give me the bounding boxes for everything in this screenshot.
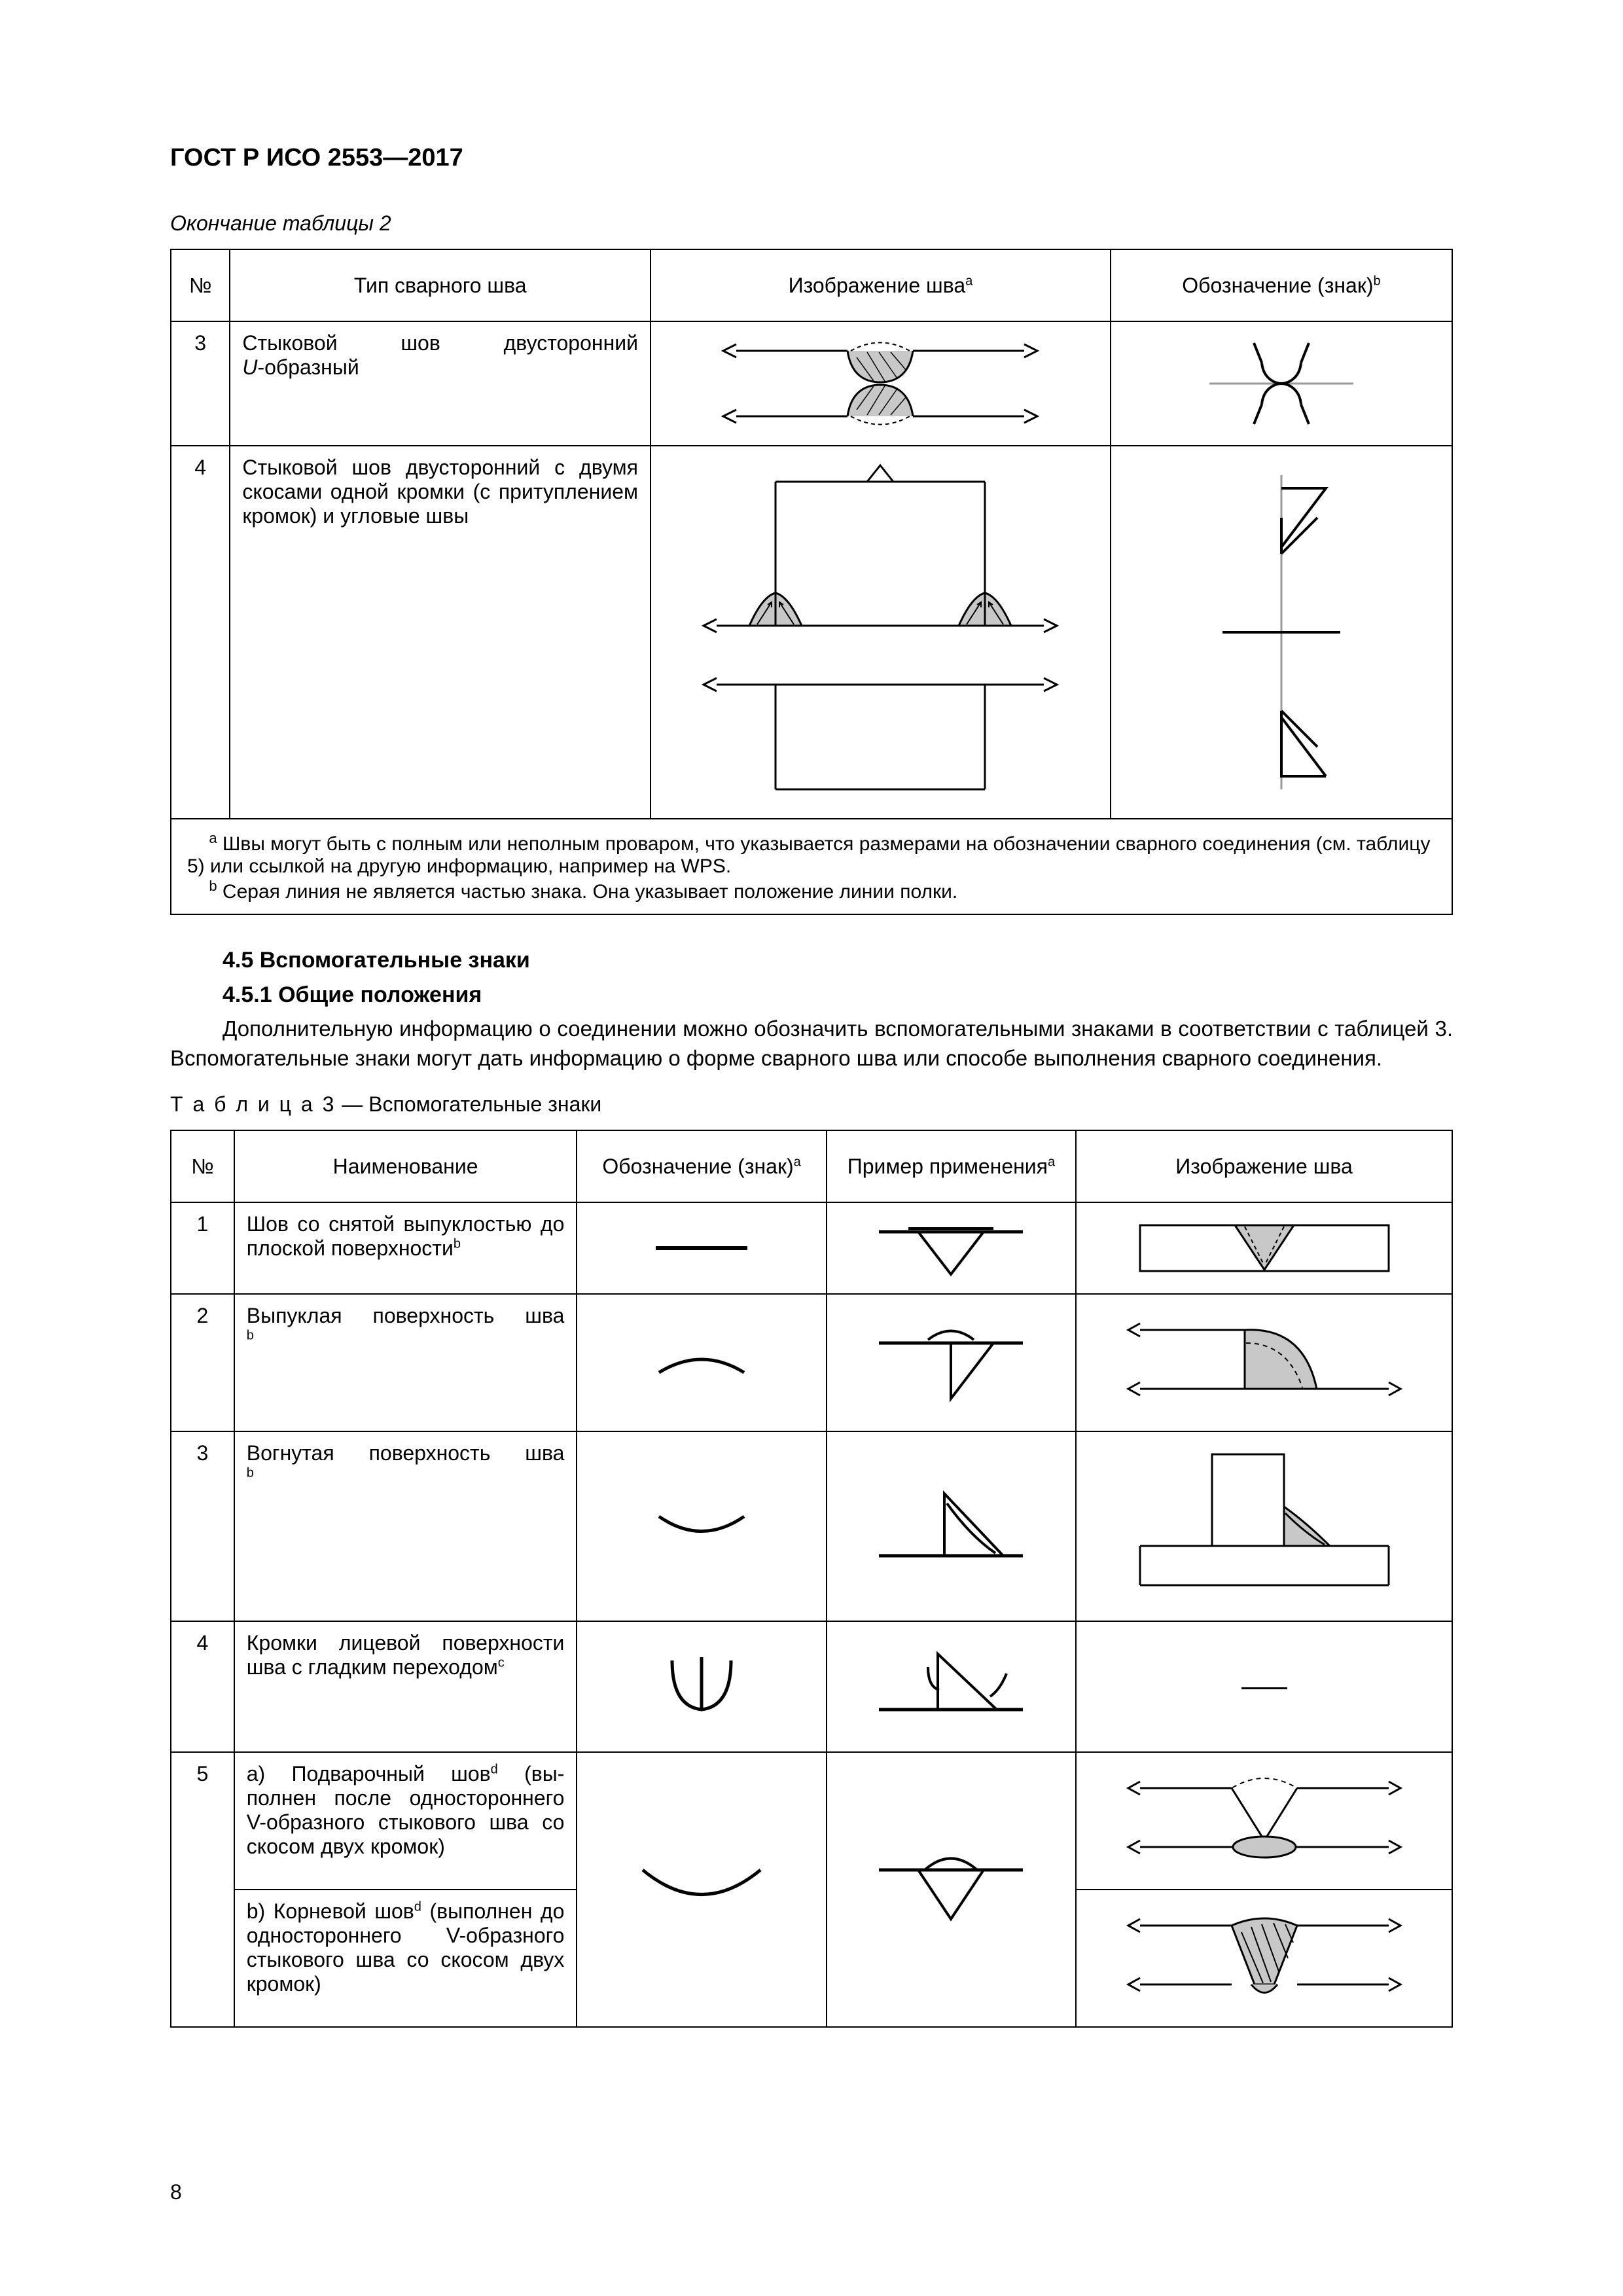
table-row: № Наименование Обозначение (знак)a Приме… — [171, 1130, 1452, 1202]
supp-illustration — [1076, 1294, 1452, 1431]
weld-type-desc: Стыковой шов двусторонний с двумя скосам… — [230, 446, 651, 819]
supp-symbol — [577, 1202, 826, 1294]
col-type-header: Тип сварного шва — [230, 249, 651, 321]
supp-name: Выпуклая поверхность шваb — [234, 1294, 577, 1431]
col-illustration-header: Изображение шваa — [651, 249, 1111, 321]
table-3: № Наименование Обозначение (знак)a Приме… — [170, 1130, 1453, 2028]
table-row: 5 a) Подварочный шовd (вы­полнен после о… — [171, 1752, 1452, 1890]
double-bevel-fillet-illustration-svg — [684, 456, 1077, 809]
row-num: 3 — [171, 321, 230, 446]
concave-illust-svg — [1120, 1441, 1408, 1611]
table-footnotes: a Швы могут быть с полным или неполным п… — [171, 819, 1452, 914]
backing-run-illust-a-svg — [1120, 1762, 1408, 1880]
double-bevel-fillet-symbol-svg — [1183, 456, 1380, 809]
supp-name: Кромки лицевой поверх­ности шва с гладки… — [234, 1621, 577, 1752]
col-name-header: Наименование — [234, 1130, 577, 1202]
col-example-header: Пример примененияa — [827, 1130, 1076, 1202]
weld-illustration — [651, 446, 1111, 819]
row-num: 2 — [171, 1294, 234, 1431]
supp-symbol — [577, 1621, 826, 1752]
table-row: № Тип сварного шва Изображение шваa Обоз… — [171, 249, 1452, 321]
col-illustration-header: Изображение шва — [1076, 1130, 1452, 1202]
toes-blended-symbol-svg — [636, 1644, 767, 1729]
table-row: 4 Стыковой шов двусторонний с двумя скос… — [171, 446, 1452, 819]
weld-symbol — [1111, 321, 1452, 446]
weld-symbol — [1111, 446, 1452, 819]
col-num-header: № — [171, 249, 230, 321]
supp-example — [827, 1202, 1076, 1294]
supp-illustration — [1076, 1621, 1452, 1752]
page-number: 8 — [170, 2180, 182, 2204]
section-4-5-1-heading: 4.5.1 Общие положения — [223, 982, 1453, 1008]
section-4-5-1-para: Дополнительную информацию о соединении м… — [170, 1014, 1453, 1073]
table-row: 3 Стыковой шов двусторонний U-образный — [171, 321, 1452, 446]
supp-illustration-a — [1076, 1752, 1452, 1890]
weld-type-desc: Стыковой шов двусторонний U-образный — [230, 321, 651, 446]
supp-symbol — [577, 1431, 826, 1621]
convex-illust-svg — [1120, 1304, 1408, 1422]
table-2: № Тип сварного шва Изображение шваa Обоз… — [170, 249, 1453, 915]
table-row: 1 Шов со снятой выпуклостью до плоской п… — [171, 1202, 1452, 1294]
supp-name-b: b) Корневой шовd (выпол­нен до односторо… — [234, 1890, 577, 2027]
flush-symbol-svg — [636, 1229, 767, 1268]
row-num: 3 — [171, 1431, 234, 1621]
supp-name-a: a) Подварочный шовd (вы­полнен после одн… — [234, 1752, 577, 1890]
col-symbol-header: Обозначение (знак)a — [577, 1130, 826, 1202]
row-num: 4 — [171, 446, 230, 819]
section-4-5-heading: 4.5 Вспомогательные знаки — [223, 948, 1453, 973]
table-row: 4 Кромки лицевой поверх­ности шва с глад… — [171, 1621, 1452, 1752]
supp-example — [827, 1431, 1076, 1621]
table-row: 3 Вогнутая поверхность шваb — [171, 1431, 1452, 1621]
supp-symbol — [577, 1294, 826, 1431]
toes-blended-example-svg — [866, 1631, 1036, 1742]
flush-illust-svg — [1120, 1212, 1408, 1284]
concave-symbol-svg — [636, 1497, 767, 1556]
weld-illustration — [651, 321, 1111, 446]
table3-caption: Т а б л и ц а 3 — Вспомогательные знаки — [170, 1092, 1453, 1117]
col-symbol-header: Обозначение (знак)b — [1111, 249, 1452, 321]
supp-symbol — [577, 1752, 826, 2027]
concave-example-svg — [866, 1471, 1036, 1582]
table-row: 2 Выпуклая поверхность шваb — [171, 1294, 1452, 1431]
dash-placeholder-icon — [1241, 1687, 1287, 1689]
row-num: 1 — [171, 1202, 234, 1294]
flush-example-svg — [866, 1212, 1036, 1284]
table2-continuation-caption: Окончание таблицы 2 — [170, 211, 1453, 236]
supp-example — [827, 1621, 1076, 1752]
supp-name: Шов со снятой выпуклостью до плоской пов… — [234, 1202, 577, 1294]
row-num: 4 — [171, 1621, 234, 1752]
standard-title: ГОСТ Р ИСО 2553—2017 — [170, 144, 1453, 172]
u-butt-double-illustration-svg — [710, 331, 1050, 436]
convex-symbol-svg — [636, 1333, 767, 1392]
backing-run-example-svg — [866, 1831, 1036, 1948]
supp-illustration — [1076, 1431, 1452, 1621]
backing-run-illust-b-svg — [1120, 1899, 1408, 2017]
supp-illustration — [1076, 1202, 1452, 1294]
col-num-header: № — [171, 1130, 234, 1202]
row-num: 5 — [171, 1752, 234, 2027]
convex-example-svg — [866, 1310, 1036, 1415]
supp-name: Вогнутая поверхность шваb — [234, 1431, 577, 1621]
supp-example — [827, 1294, 1076, 1431]
backing-run-symbol-svg — [623, 1850, 780, 1929]
supp-illustration-b — [1076, 1890, 1452, 2027]
supp-example — [827, 1752, 1076, 2027]
u-butt-double-symbol-svg — [1183, 331, 1380, 436]
